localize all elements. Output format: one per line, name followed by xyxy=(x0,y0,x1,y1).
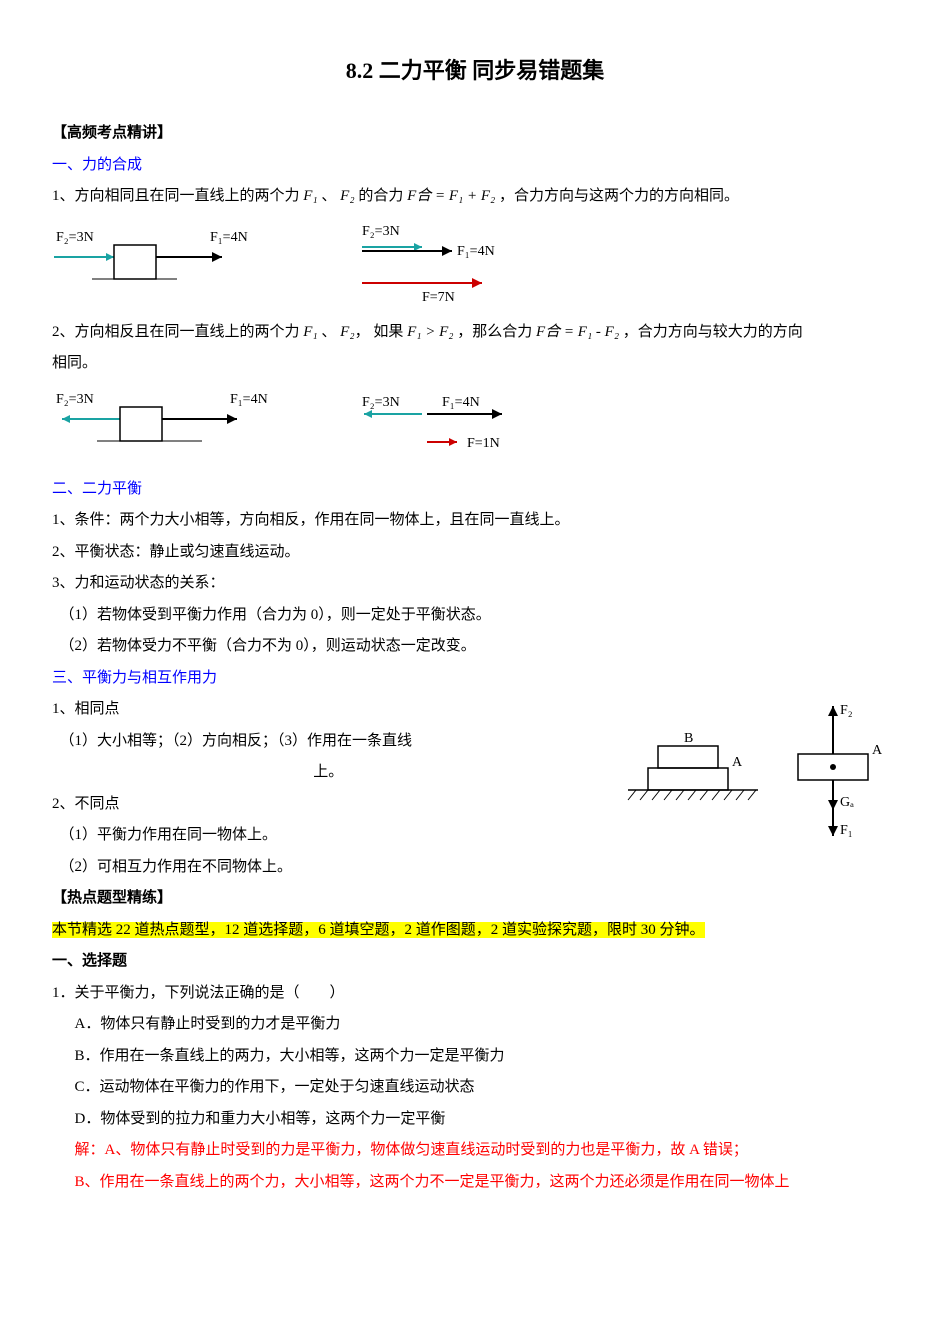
arrowhead-ga xyxy=(828,800,838,810)
dot-center xyxy=(830,764,836,770)
text: 、 xyxy=(321,324,336,340)
arrowhead-sum xyxy=(472,278,482,288)
label-f1: F₁=4N xyxy=(442,395,480,410)
figure-balance-interaction: B A F₂ A Gₐ F₁ xyxy=(618,694,898,844)
label-a-left: A xyxy=(732,755,743,770)
s2-l1: 1、条件：两个力大小相等，方向相反，作用在同一物体上，且在同一直线上。 xyxy=(52,505,898,537)
s1-line1: 1、方向相同且在同一直线上的两个力 F₁ 、 F₂ 的合力 F合 = F₁ + … xyxy=(52,181,898,213)
section-header-1: 【高频考点精讲】 xyxy=(52,118,898,150)
arrowhead-f2 xyxy=(62,415,70,423)
text: 的合力 xyxy=(358,188,403,204)
s3-l2b: （2）可相互力作用在不同物体上。 xyxy=(52,852,898,884)
formula-diff: F合 = F₁ - F₂ xyxy=(536,324,619,340)
text: 如果 xyxy=(373,324,403,340)
q1-opt-c: C．运动物体在平衡力的作用下，一定处于匀速直线运动状态 xyxy=(52,1072,898,1104)
arrowhead-f1-down xyxy=(828,826,838,836)
figure-opposite-direction: F₂=3N F₁=4N F₂=3N F₁=4N F=1N xyxy=(52,384,898,464)
label-f2: F₂ xyxy=(840,703,853,718)
q1-opt-b: B．作用在一条直线上的两力，大小相等，这两个力一定是平衡力 xyxy=(52,1041,898,1073)
q1-stem: 1．关于平衡力，下列说法正确的是（ ） xyxy=(52,978,898,1010)
s2-l3a: （1）若物体受到平衡力作用（合力为 0），则一定处于平衡状态。 xyxy=(52,600,898,632)
arrowhead-f1 xyxy=(212,252,222,262)
diagram-box-same-dir: F₂=3N F₁=4N xyxy=(52,227,262,297)
section-header-2: 【热点题型精练】 xyxy=(52,883,898,915)
heading-two-force-balance: 二、二力平衡 xyxy=(52,474,898,506)
heading-force-combination: 一、力的合成 xyxy=(52,150,898,182)
arrowhead-f2 xyxy=(364,410,372,418)
formula-sum: F合 = F₁ + F₂ xyxy=(407,188,495,204)
page-title: 8.2 二力平衡 同步易错题集 xyxy=(52,48,898,94)
label-f1: F₁=4N xyxy=(457,244,495,259)
text: 2、方向相反且在同一直线上的两个力 xyxy=(52,324,300,340)
text: 1、方向相同且在同一直线上的两个力 xyxy=(52,188,300,204)
q1-exp-b: B、作用在一条直线上的两个力，大小相等，这两个力不一定是平衡力，这两个力还必须是… xyxy=(52,1167,898,1199)
label-f2: F₂=3N xyxy=(362,224,400,239)
box-a-left xyxy=(648,768,728,790)
arrowhead-f2-up xyxy=(828,706,838,716)
box-b xyxy=(658,746,718,768)
arrowhead-f1 xyxy=(442,246,452,256)
arrowhead-f1 xyxy=(492,409,502,419)
arrowhead-f2 xyxy=(106,253,114,261)
text: ，那么合力 xyxy=(457,324,532,340)
label-sum: F=7N xyxy=(422,290,455,305)
text: ，合力方向与这两个力的方向相同。 xyxy=(499,188,739,204)
q1-opt-d: D．物体受到的拉力和重力大小相等，这两个力一定平衡 xyxy=(52,1104,898,1136)
s2-l3: 3、力和运动状态的关系： xyxy=(52,568,898,600)
q1-exp-a: 解：A、物体只有静止时受到的力是平衡力，物体做匀速直线运动时受到的力也是平衡力，… xyxy=(52,1135,898,1167)
var-f1: F₁ xyxy=(303,324,317,340)
diagram-box-opposite: F₂=3N F₁=4N xyxy=(52,389,282,459)
heading-balance-vs-interaction: 三、平衡力与相互作用力 xyxy=(52,663,898,695)
var-f2: F₂ xyxy=(340,324,354,340)
arrowhead-f1 xyxy=(227,414,237,424)
label-ga: Gₐ xyxy=(840,795,854,810)
diagram-diff: F₂=3N F₁=4N F=1N xyxy=(342,384,542,464)
label-f1: F₁=4N xyxy=(210,230,248,245)
var-f1: F₁ xyxy=(303,188,317,204)
text: 上。 xyxy=(313,764,343,780)
formula-gt: F₁ > F₂ xyxy=(407,324,453,340)
arrowhead-diff xyxy=(449,438,457,446)
label-a-right: A xyxy=(872,743,883,758)
diagram-sum: F₂=3N F₁=4N F=7N xyxy=(322,217,522,307)
box xyxy=(114,245,156,279)
summary-line: 本节精选 22 道热点题型，12 道选择题，6 道填空题，2 道作图题，2 道实… xyxy=(52,915,898,947)
s2-l3b: （2）若物体受力不平衡（合力不为 0），则运动状态一定改变。 xyxy=(52,631,898,663)
label-f2: F₂=3N xyxy=(56,392,94,407)
figure-same-direction: F₂=3N F₁=4N F₂=3N F₁=4N F=7N xyxy=(52,217,898,307)
s2-l2: 2、平衡状态：静止或匀速直线运动。 xyxy=(52,537,898,569)
text: （1）大小相等；（2）方向相反；（3）作用在一条直线 xyxy=(60,733,413,749)
label-diff: F=1N xyxy=(467,436,500,451)
q1-opt-a: A．物体只有静止时受到的力才是平衡力 xyxy=(52,1009,898,1041)
label-f1: F₁=4N xyxy=(230,392,268,407)
text: 、 xyxy=(321,188,336,204)
label-f2: F₂=3N xyxy=(362,395,400,410)
var-f2: F₂ xyxy=(340,188,354,204)
label-f1: F₁ xyxy=(840,823,853,838)
arrowhead-f2 xyxy=(414,243,422,251)
box xyxy=(120,407,162,441)
ground-hatch xyxy=(628,790,756,800)
s1-line2b: 相同。 xyxy=(52,348,898,380)
label-b: B xyxy=(684,731,693,746)
heading-choice: 一、选择题 xyxy=(52,946,898,978)
text: ，合力方向与较大力的方向 xyxy=(623,324,803,340)
label-f2: F₂=3N xyxy=(56,230,94,245)
s1-line2: 2、方向相反且在同一直线上的两个力 F₁ 、 F₂， 如果 F₁ > F₂ ，那… xyxy=(52,317,898,349)
summary-highlight: 本节精选 22 道热点题型，12 道选择题，6 道填空题，2 道作图题，2 道实… xyxy=(52,922,705,938)
